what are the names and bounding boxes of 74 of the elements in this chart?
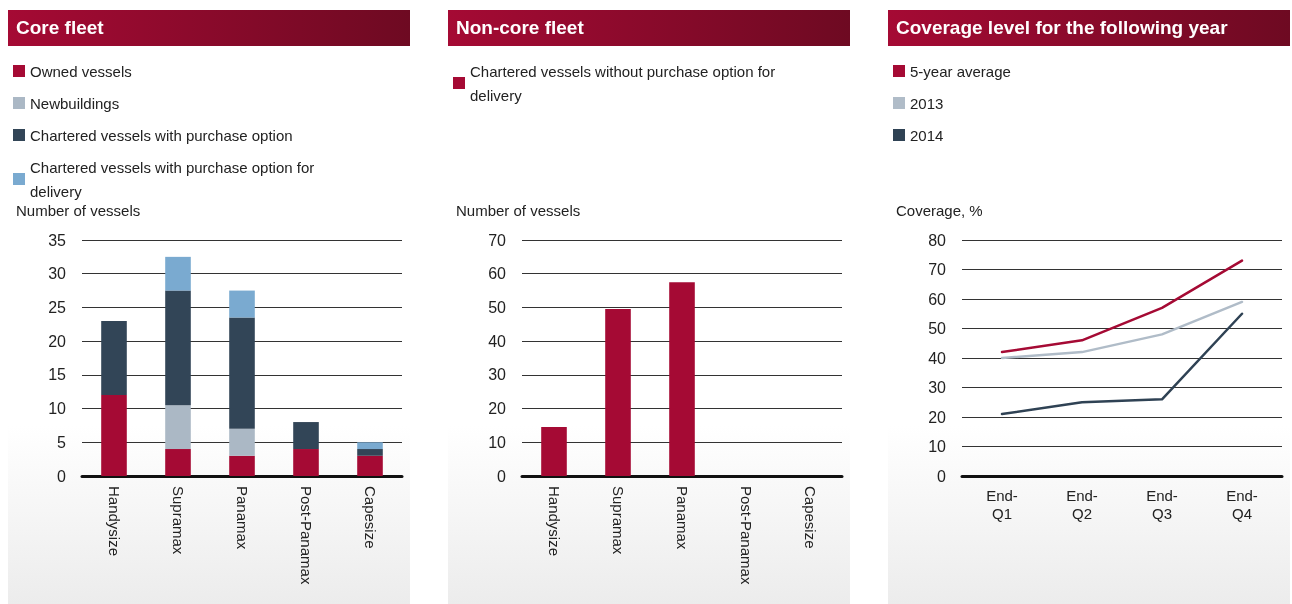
bar <box>541 427 567 476</box>
y-tick-label: 30 <box>48 265 67 283</box>
x-tick-label: End- Q4 <box>1226 486 1258 522</box>
y-tick-label: 10 <box>488 433 507 451</box>
line-series <box>1000 300 1244 360</box>
y-tick-label: 80 <box>928 231 947 249</box>
legend-label: Owned vessels <box>30 62 132 80</box>
y-tick-label: 30 <box>488 366 507 384</box>
legend-label: Chartered vessels without purchase option for delivery <box>470 62 780 104</box>
bar <box>357 442 383 450</box>
y-tick-label: 60 <box>928 290 947 308</box>
y-tick-label: 25 <box>48 298 67 316</box>
y-tick-label: 10 <box>928 438 947 455</box>
x-tick-label: Supramax <box>609 486 627 555</box>
bar <box>165 290 191 406</box>
y-tick-label: 10 <box>48 400 67 418</box>
y-axis-title: Number of vessels <box>16 202 141 219</box>
bar <box>293 422 319 450</box>
y-tick-label: 50 <box>928 320 947 337</box>
y-tick-label: 0 <box>57 467 67 485</box>
legend-label: 5-year average <box>910 62 1011 80</box>
bar <box>165 256 191 291</box>
bar <box>101 320 127 396</box>
bar <box>101 395 127 476</box>
legend-label: 2014 <box>910 126 944 144</box>
bar <box>669 282 695 476</box>
bar <box>357 455 383 476</box>
y-tick-label: 5 <box>57 433 67 451</box>
bar <box>293 449 319 476</box>
y-tick-label: 40 <box>928 349 947 367</box>
bar <box>357 449 383 456</box>
y-tick-label: 0 <box>497 467 507 485</box>
y-tick-label: 70 <box>488 231 507 249</box>
y-tick-label: 50 <box>488 298 507 316</box>
bar <box>165 405 191 450</box>
x-tick-label: Post-Panamax <box>737 486 755 585</box>
y-tick-label: 40 <box>488 332 507 350</box>
y-axis-title: Number of vessels <box>456 202 581 219</box>
y-tick-label: 70 <box>928 261 947 278</box>
x-tick-label: End- Q3 <box>1146 486 1178 522</box>
bar <box>229 455 255 476</box>
x-tick-label: Handysize <box>105 486 123 557</box>
x-tick-label: Capesize <box>361 486 379 549</box>
x-tick-label: Handysize <box>545 486 563 557</box>
x-tick-label: End- Q2 <box>1066 486 1098 522</box>
x-tick-label: Panamax <box>673 486 691 550</box>
legend-label: Newbuildings <box>30 94 120 112</box>
bar <box>229 317 255 429</box>
y-tick-label: 60 <box>488 265 507 283</box>
legend-label: 2013 <box>910 94 944 112</box>
x-tick-label: Supramax <box>169 486 187 555</box>
y-axis-title: Coverage, % <box>896 202 983 219</box>
y-tick-label: 20 <box>488 400 507 418</box>
line-series <box>1000 259 1244 354</box>
y-tick-label: 0 <box>937 467 947 485</box>
chart-title: Non-core fleet <box>448 10 850 46</box>
bar <box>229 290 255 318</box>
x-tick-label: Capesize <box>801 486 819 549</box>
y-tick-label: 20 <box>48 332 67 350</box>
legend-label: Chartered vessels with purchase option for delivery <box>30 158 319 200</box>
legend-label: Chartered vessels with purchase option <box>30 126 293 144</box>
x-tick-label: End- Q1 <box>986 486 1018 522</box>
bar <box>229 428 255 456</box>
bar <box>605 309 631 476</box>
x-tick-label: Panamax <box>233 486 251 550</box>
x-tick-label: Post-Panamax <box>297 486 315 585</box>
y-tick-label: 30 <box>928 379 947 396</box>
line-series <box>1000 312 1244 416</box>
y-tick-label: 20 <box>928 408 947 426</box>
y-tick-label: 35 <box>48 231 67 249</box>
bar <box>165 449 191 476</box>
y-tick-label: 15 <box>48 366 67 384</box>
chart-title: Core fleet <box>8 10 410 46</box>
chart-title: Coverage level for the following year <box>888 10 1290 46</box>
